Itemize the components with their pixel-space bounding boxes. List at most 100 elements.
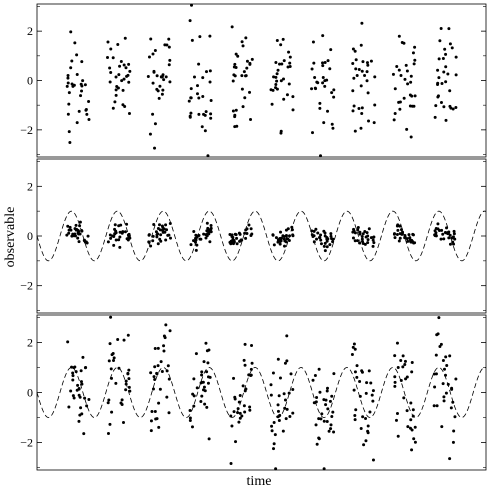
data-point (79, 369, 83, 373)
data-point (436, 68, 440, 72)
data-point (190, 425, 194, 429)
data-point (127, 111, 131, 115)
data-point (285, 237, 289, 241)
data-point (365, 381, 369, 385)
data-point (288, 234, 292, 238)
data-point (197, 233, 201, 237)
data-point (351, 230, 355, 234)
data-point (195, 243, 199, 247)
data-point (325, 239, 329, 243)
data-point (319, 417, 323, 421)
data-point (323, 249, 327, 253)
data-point (87, 397, 91, 401)
data-point (412, 62, 416, 66)
data-point (151, 52, 155, 56)
data-point (324, 398, 328, 402)
data-point (395, 341, 399, 345)
data-point (164, 323, 168, 327)
data-point (124, 379, 128, 383)
data-point (189, 243, 193, 247)
data-point (248, 408, 252, 412)
data-point (150, 410, 154, 414)
data-point (314, 423, 318, 427)
data-point (195, 84, 199, 88)
data-point (123, 36, 127, 40)
data-point (160, 224, 164, 228)
data-point (283, 361, 287, 365)
data-point (329, 423, 333, 427)
data-point (314, 227, 318, 231)
data-point (199, 399, 203, 403)
data-point (449, 406, 453, 410)
data-point (201, 95, 205, 99)
data-point (444, 355, 448, 359)
data-point (404, 63, 408, 67)
data-point (84, 108, 88, 112)
data-point (322, 229, 326, 233)
data-point (209, 99, 213, 103)
data-point (108, 233, 112, 237)
data-point (315, 396, 319, 400)
data-point (167, 45, 171, 49)
data-point (208, 80, 212, 84)
data-point (117, 238, 121, 242)
data-point (440, 81, 444, 85)
data-point (409, 401, 413, 405)
data-point (312, 240, 316, 244)
data-point (396, 228, 400, 232)
data-point (436, 83, 440, 87)
data-point (329, 48, 333, 52)
data-point (237, 231, 241, 235)
data-point (162, 78, 166, 82)
data-point (238, 411, 242, 415)
data-point (331, 126, 335, 130)
data-point (167, 37, 171, 41)
data-point (353, 347, 357, 351)
data-point (396, 434, 400, 438)
data-point (370, 393, 374, 397)
data-point (286, 227, 290, 231)
data-point (325, 78, 329, 82)
data-point (433, 385, 437, 389)
data-point (114, 75, 118, 79)
data-point (244, 74, 248, 78)
data-point (355, 375, 359, 379)
data-point (68, 225, 72, 229)
data-point (205, 349, 209, 353)
data-point (125, 237, 129, 241)
data-point (446, 72, 450, 76)
data-point (127, 377, 131, 381)
panel-top-frame (36, 3, 487, 158)
data-point (124, 388, 128, 392)
data-point (288, 64, 292, 68)
data-point (314, 87, 318, 91)
data-point (160, 92, 164, 96)
data-point (249, 234, 253, 238)
data-point (313, 374, 317, 378)
data-point (371, 235, 375, 239)
data-point (85, 241, 89, 245)
data-point (411, 232, 415, 236)
data-point (229, 242, 233, 246)
data-point (368, 410, 372, 414)
data-point (397, 239, 401, 243)
data-point (276, 357, 280, 361)
data-point (188, 419, 192, 423)
data-point (400, 40, 404, 44)
data-point (353, 49, 357, 53)
data-point (350, 353, 354, 357)
data-point (448, 104, 452, 108)
data-point (158, 84, 162, 88)
data-point (403, 363, 407, 367)
data-point (437, 57, 441, 61)
data-point (106, 40, 110, 44)
data-point (165, 395, 169, 399)
data-point (322, 244, 326, 248)
data-point (107, 398, 111, 402)
data-point (351, 109, 355, 113)
data-point (205, 229, 209, 233)
data-point (291, 234, 295, 238)
data-point (441, 232, 445, 236)
data-point (116, 43, 120, 47)
data-point (208, 34, 212, 38)
